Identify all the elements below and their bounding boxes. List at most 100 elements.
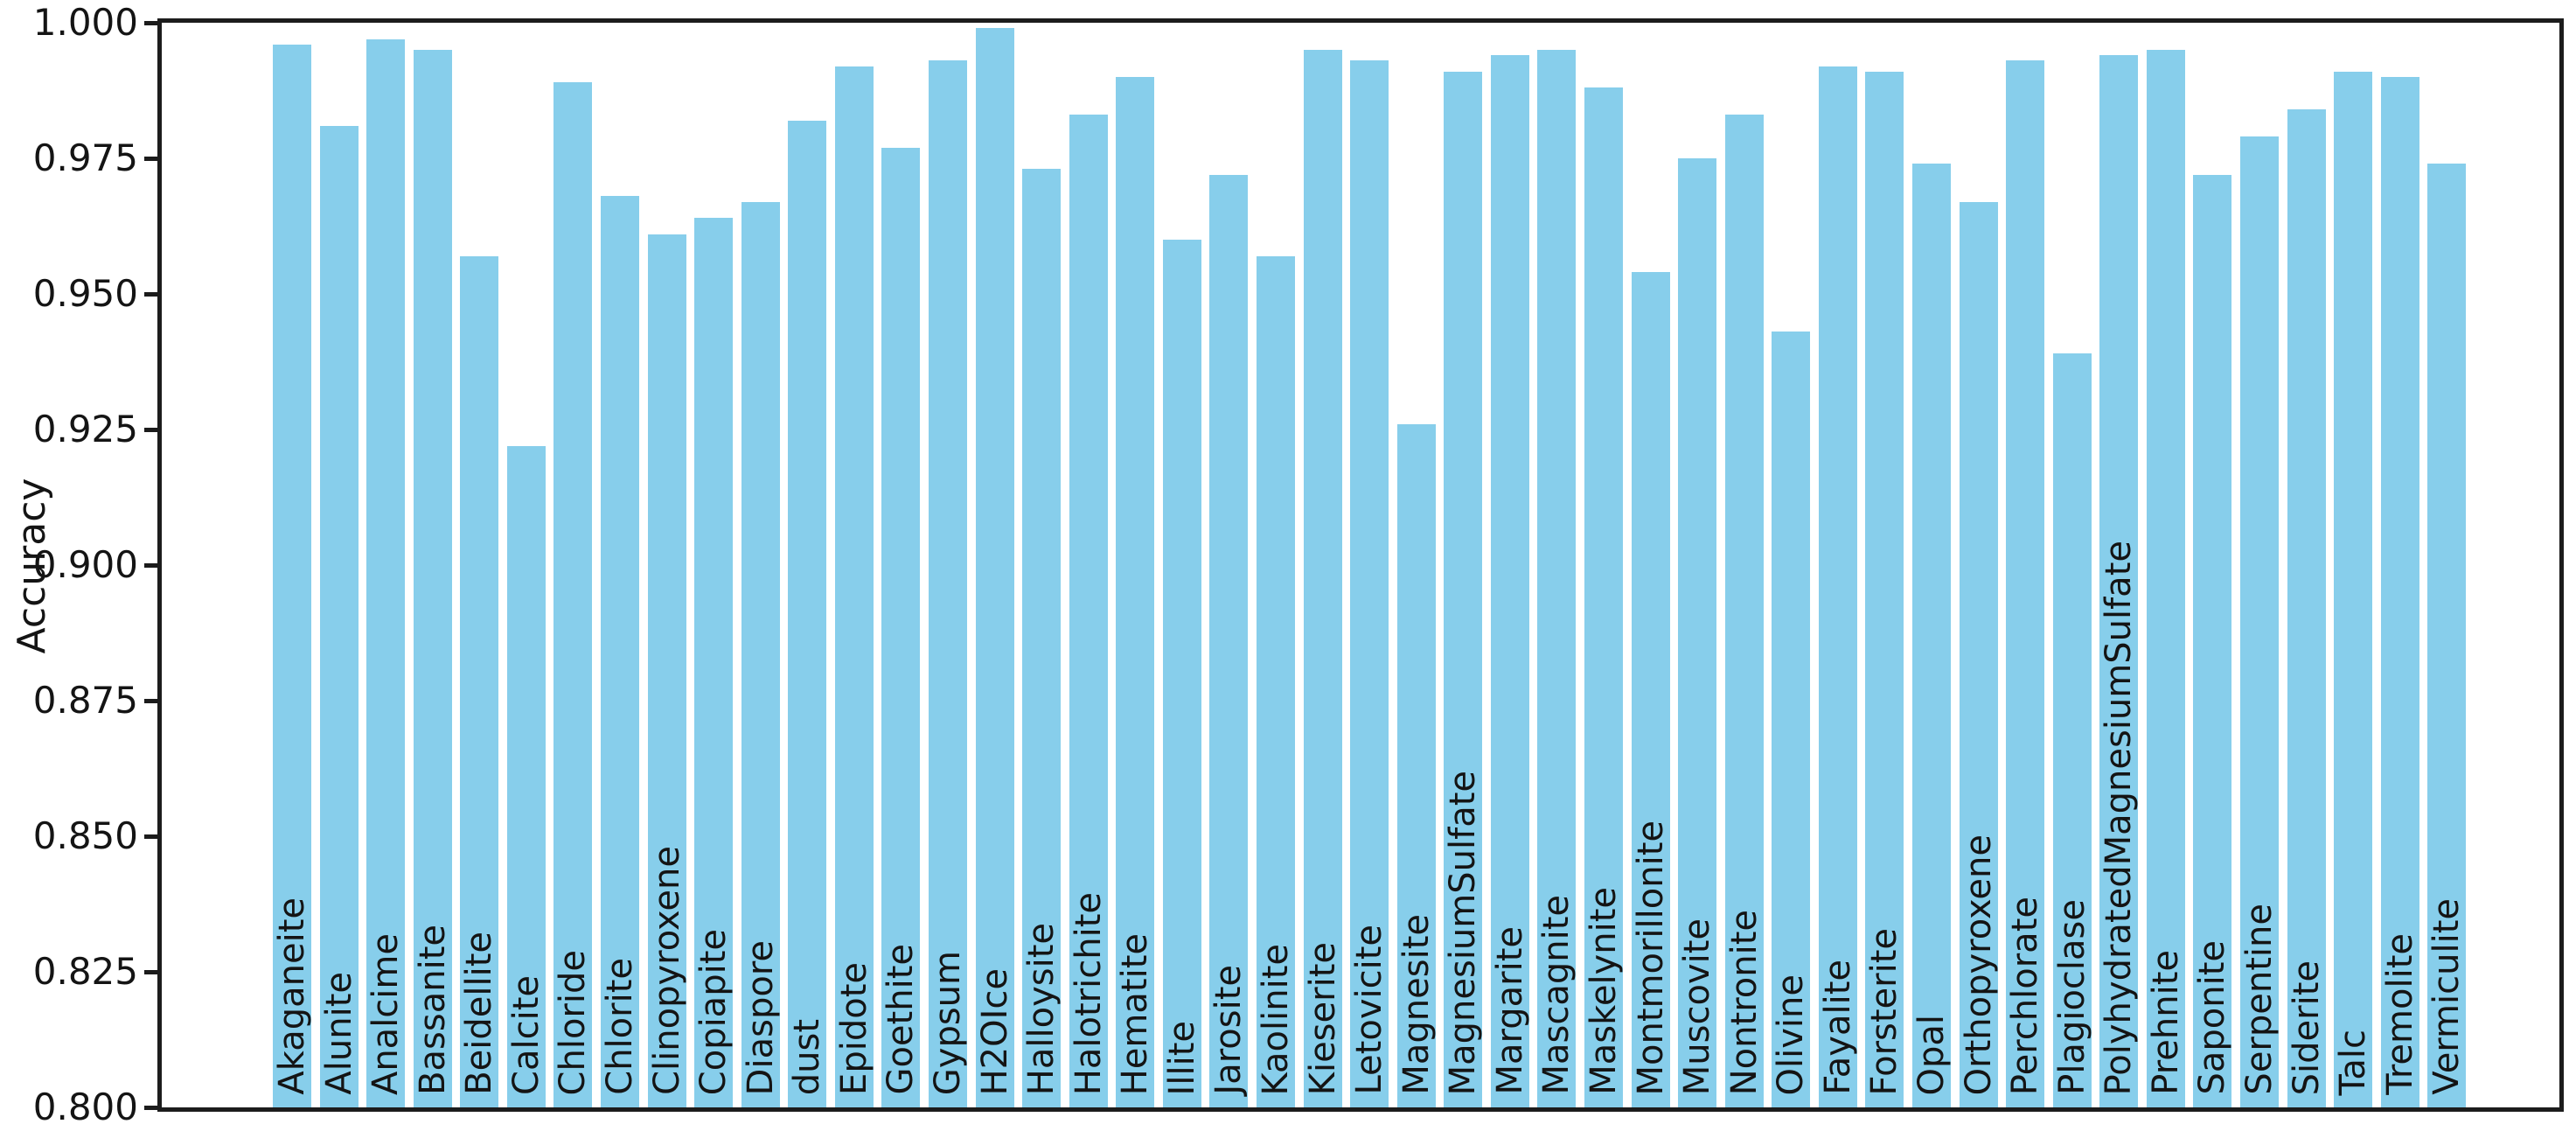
x-category-label-Tremolite: Tremolite <box>2379 933 2420 1095</box>
bar-Jarosite <box>1209 174 1249 1107</box>
x-category-label-Maskelynite: Maskelynite <box>1583 887 1624 1095</box>
x-category-label-Fayalite: Fayalite <box>1817 960 1858 1095</box>
x-category-label-Orthopyroxene: Orthopyroxene <box>1958 834 1999 1095</box>
y-tick-mark <box>144 428 162 432</box>
bar-Kaolinite <box>1256 255 1295 1107</box>
y-tick-label: 0.800 <box>32 1086 138 1128</box>
bar-dust <box>788 120 827 1107</box>
y-tick-mark <box>144 699 162 703</box>
x-category-label-Olivine: Olivine <box>1771 974 1812 1095</box>
bar-Plagioclase <box>2052 353 2092 1107</box>
y-tick-label: 0.975 <box>32 136 138 179</box>
x-category-label-Serpentine: Serpentine <box>2238 904 2280 1095</box>
bar-Goethite <box>881 147 921 1107</box>
x-category-label-Halotrichite: Halotrichite <box>1068 891 1109 1095</box>
x-category-label-Nontronite: Nontronite <box>1723 909 1765 1095</box>
x-category-label-Mascagnite: Mascagnite <box>1536 895 1577 1095</box>
x-category-label-Bassanite: Bassanite <box>412 925 453 1095</box>
x-category-label-Analcime: Analcime <box>366 932 407 1095</box>
x-category-label-Forsterite: Forsterite <box>1864 927 1905 1095</box>
x-category-label-Montmorillonite: Montmorillonite <box>1630 820 1671 1095</box>
x-category-label-Goethite: Goethite <box>881 944 922 1095</box>
x-category-label-Beidellite: Beidellite <box>459 932 500 1095</box>
bar-H2OIce <box>975 28 1014 1107</box>
bar-Kieserite <box>1303 50 1342 1107</box>
bar-Nontronite <box>1724 115 1764 1107</box>
bar-Beidellite <box>460 255 499 1107</box>
bar-Illite <box>1162 240 1201 1107</box>
x-category-label-Talc: Talc <box>2333 1029 2374 1095</box>
x-category-label-Hematite: Hematite <box>1115 932 1156 1095</box>
y-tick-label: 0.825 <box>32 950 138 993</box>
y-tick-label: 0.900 <box>32 543 138 586</box>
x-category-label-PolyhydratedMagnesiumSulfate: PolyhydratedMagnesiumSulfate <box>2099 540 2140 1095</box>
bar-Opal <box>1911 164 1951 1107</box>
bar-Chloride <box>553 82 593 1107</box>
x-category-label-Muscovite: Muscovite <box>1677 918 1718 1095</box>
x-category-label-H2OIce: H2OIce <box>974 967 1015 1095</box>
x-category-label-Plagioclase: Plagioclase <box>2051 899 2092 1095</box>
bar-Letovicite <box>1350 60 1389 1107</box>
x-category-label-Margarite: Margarite <box>1489 926 1530 1095</box>
bar-Talc <box>2334 71 2373 1107</box>
bar-Tremolite <box>2380 77 2419 1107</box>
bar-Forsterite <box>1865 71 1904 1107</box>
bar-Gypsum <box>928 60 967 1107</box>
bar-Calcite <box>506 445 546 1107</box>
bar-Siderite <box>2287 109 2326 1107</box>
x-category-label-Perchlorate: Perchlorate <box>2005 896 2046 1095</box>
bar-Diaspore <box>741 201 780 1107</box>
bar-Analcime <box>366 38 406 1107</box>
x-category-label-Opal: Opal <box>1911 1014 1952 1096</box>
x-category-label-Siderite: Siderite <box>2286 960 2327 1095</box>
x-category-label-Jarosite: Jarosite <box>1208 965 1250 1095</box>
x-category-label-Chloride: Chloride <box>553 949 594 1095</box>
x-category-label-Calcite: Calcite <box>505 975 547 1095</box>
plot-area: Akaganeite Alunite Analcime Bassanite Beidel… <box>162 23 2559 1107</box>
y-tick-mark <box>144 834 162 839</box>
y-tick-mark <box>144 563 162 568</box>
x-category-label-Alunite: Alunite <box>318 972 359 1095</box>
bar-Halloysite <box>1022 169 1062 1107</box>
x-category-label-MagnesiumSulfate: MagnesiumSulfate <box>1443 770 1484 1095</box>
bar-PolyhydratedMagnesiumSulfate <box>2099 55 2139 1107</box>
bar-Fayalite <box>1818 66 1857 1107</box>
bar-Copiapite <box>694 218 734 1107</box>
x-category-label-Clinopyroxene: Clinopyroxene <box>646 846 687 1095</box>
bar-Magnesite <box>1396 423 1436 1107</box>
x-category-label-Diaspore: Diaspore <box>740 939 781 1095</box>
x-category-label-Vermiculite: Vermiculite <box>2426 898 2468 1095</box>
x-category-label-Magnesite: Magnesite <box>1396 914 1437 1095</box>
y-tick-label: 0.850 <box>32 814 138 857</box>
x-category-label-Prehnite: Prehnite <box>2145 950 2186 1095</box>
bar-Montmorillonite <box>1631 272 1670 1107</box>
bar-Mascagnite <box>1537 50 1577 1107</box>
x-category-label-Letovicite: Letovicite <box>1349 925 1390 1095</box>
bar-Saponite <box>2193 174 2232 1107</box>
bar-Orthopyroxene <box>1959 201 1998 1107</box>
y-tick-mark <box>144 157 162 161</box>
y-tick-label: 0.925 <box>32 408 138 450</box>
y-tick-mark <box>144 292 162 297</box>
bar-Bassanite <box>413 50 452 1107</box>
y-tick-label: 0.950 <box>32 272 138 315</box>
bar-Alunite <box>319 125 359 1107</box>
y-tick-label: 0.875 <box>32 679 138 722</box>
y-tick-mark <box>144 21 162 25</box>
x-category-label-Copiapite: Copiapite <box>693 928 735 1095</box>
bar-Serpentine <box>2239 136 2279 1107</box>
bar-Epidote <box>834 66 874 1107</box>
x-category-label-Kieserite: Kieserite <box>1302 941 1343 1095</box>
bar-Olivine <box>1772 332 1811 1107</box>
bar-Maskelynite <box>1584 87 1623 1107</box>
bar-Hematite <box>1116 77 1155 1107</box>
x-category-label-Halloysite: Halloysite <box>1021 922 1062 1095</box>
bar-Perchlorate <box>2006 60 2045 1107</box>
y-tick-mark <box>144 970 162 974</box>
bar-Halotrichite <box>1069 115 1108 1107</box>
x-category-label-Gypsum: Gypsum <box>927 950 968 1095</box>
y-tick-mark <box>144 1106 162 1110</box>
x-category-label-Chlorite: Chlorite <box>599 958 640 1095</box>
x-category-label-Saponite: Saponite <box>2192 940 2233 1095</box>
